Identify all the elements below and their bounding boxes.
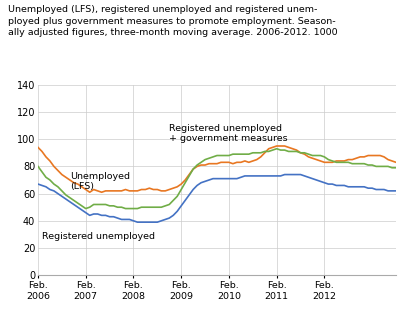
Text: Registered unemployed: Registered unemployed [42, 232, 155, 241]
Text: Unemployed
(LFS): Unemployed (LFS) [70, 172, 130, 191]
Text: Unemployed (LFS), registered unemployed and registered unem-
ployed plus governm: Unemployed (LFS), registered unemployed … [8, 5, 338, 37]
Text: Registered unemployed
+ government measures: Registered unemployed + government measu… [169, 124, 288, 143]
